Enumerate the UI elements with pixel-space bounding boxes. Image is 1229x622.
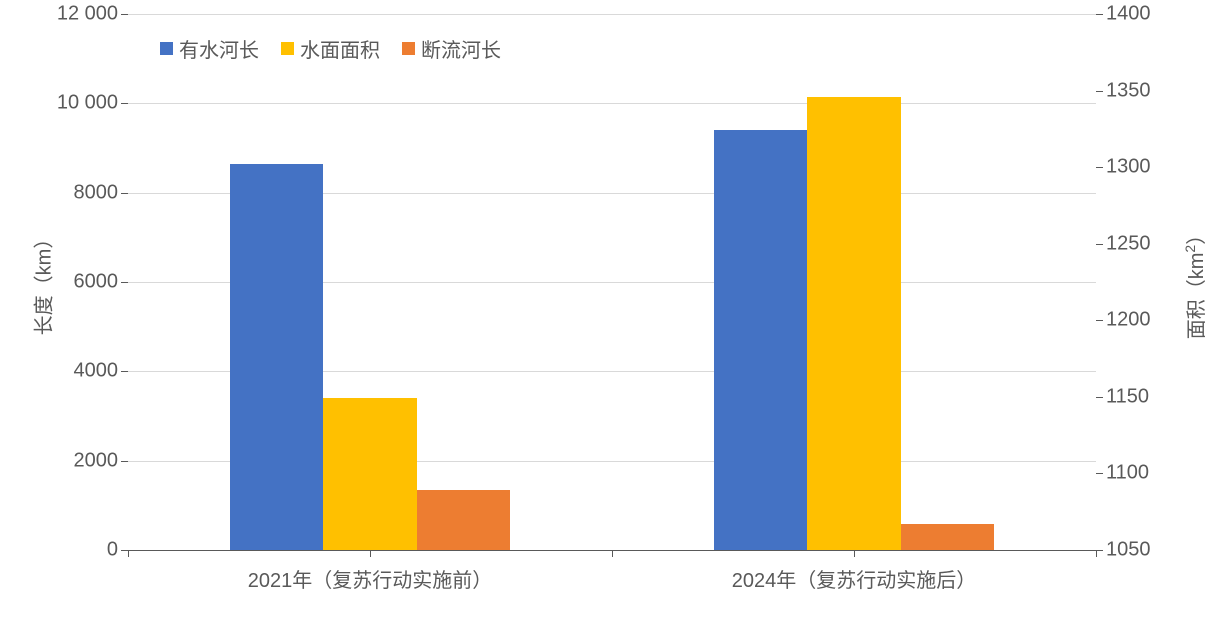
category-tick-mark [370,550,371,557]
x-boundary-tick [128,550,129,557]
y-left-title: 长度（km） [28,229,57,336]
bar-s1 [714,130,808,550]
bar-s3 [417,490,511,550]
plot-area: 0200040006000800010 00012 000 1050110011… [128,14,1096,550]
y-right-tick-label: 1150 [1096,385,1149,408]
x-boundary-tick [612,550,613,557]
y-right-tick-label: 1200 [1096,309,1151,332]
y-left-tick-mark [121,371,128,372]
legend-item: 断流河长 [402,34,501,63]
legend-item: 有水河长 [160,34,259,63]
category-label: 2021年（复苏行动实施前） [248,564,493,593]
bar-s3 [901,524,995,550]
chart-container: 0200040006000800010 00012 000 1050110011… [0,0,1229,622]
legend: 有水河长 水面面积 断流河长 [160,34,501,63]
y-right-title-sup: 2 [1181,245,1197,253]
y-right-tick-mark [1096,550,1103,551]
y-right-title-suffix: ） [1186,225,1208,245]
legend-label: 有水河长 [179,34,259,63]
y-left-tick-mark [121,14,128,15]
y-left-tick-label: 12 000 [57,3,128,26]
category-label: 2024年（复苏行动实施后） [732,564,977,593]
y-left-tick-mark [121,103,128,104]
gridline [128,14,1096,15]
y-right-tick-mark [1096,473,1103,474]
y-right-tick-label: 1300 [1096,156,1151,179]
legend-label: 断流河长 [421,34,501,63]
y-right-tick-label: 1250 [1096,232,1151,255]
y-right-tick-mark [1096,397,1103,398]
y-right-tick-mark [1096,244,1103,245]
y-right-tick-label: 1350 [1096,79,1151,102]
legend-swatch [402,42,415,55]
legend-swatch [160,42,173,55]
bar-s1 [230,164,324,550]
legend-item: 水面面积 [281,34,380,63]
y-right-tick-label: 1400 [1096,3,1151,26]
gridline [128,103,1096,104]
y-left-tick-mark [121,193,128,194]
y-right-tick-mark [1096,91,1103,92]
y-right-title-prefix: 面积（km [1186,253,1208,340]
y-right-tick-label: 1100 [1096,462,1149,485]
y-left-tick-mark [121,282,128,283]
y-right-tick-mark [1096,167,1103,168]
y-left-tick-label: 4000 [74,360,129,383]
y-right-title: 面积（km2） [1180,225,1209,339]
y-right-tick-mark [1096,320,1103,321]
y-left-tick-label: 8000 [74,181,129,204]
y-left-tick-mark [121,461,128,462]
y-right-tick-label: 1050 [1096,539,1151,562]
y-left-tick-label: 10 000 [57,92,128,115]
bar-s2 [807,97,901,550]
bar-s2 [323,398,417,550]
legend-swatch [281,42,294,55]
y-right-tick-mark [1096,14,1103,15]
x-boundary-tick [1096,550,1097,557]
legend-label: 水面面积 [300,34,380,63]
category-tick-mark [854,550,855,557]
y-left-tick-label: 6000 [74,271,129,294]
y-left-tick-label: 2000 [74,449,129,472]
